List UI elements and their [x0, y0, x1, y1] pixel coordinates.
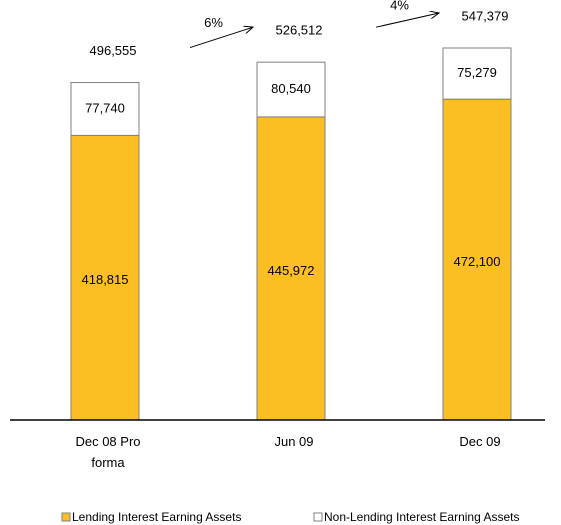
value-label: 418,815: [82, 272, 129, 287]
legend-swatch: [61, 512, 71, 522]
bar-segment: [70, 82, 140, 136]
x-tick-label: Jun 09: [274, 434, 314, 449]
legend-swatch: [313, 512, 323, 522]
total-label: 526,512: [276, 23, 323, 38]
x-tick-label: Dec 09: [459, 434, 501, 449]
growth-arrow: [375, 13, 439, 28]
bar-segment: [442, 47, 512, 100]
growth-label: 6%: [204, 15, 223, 30]
bar-segment: [256, 61, 326, 118]
value-label: 445,972: [268, 263, 315, 278]
bar-segment: [442, 98, 512, 421]
total-label: 547,379: [462, 8, 509, 23]
legend-label: Lending Interest Earning Assets: [72, 510, 241, 524]
x-tick-label: Dec 08 Pro forma: [75, 434, 141, 470]
total-label: 496,555: [90, 43, 137, 58]
bar-segment: [70, 134, 140, 421]
growth-arrow: [189, 27, 253, 49]
value-label: 75,279: [457, 65, 497, 80]
value-label: 472,100: [454, 254, 501, 269]
legend-label: Non-Lending Interest Earning Assets: [324, 510, 519, 524]
value-label: 80,540: [271, 81, 311, 96]
value-label: 77,740: [85, 100, 125, 115]
growth-label: 4%: [390, 0, 409, 13]
